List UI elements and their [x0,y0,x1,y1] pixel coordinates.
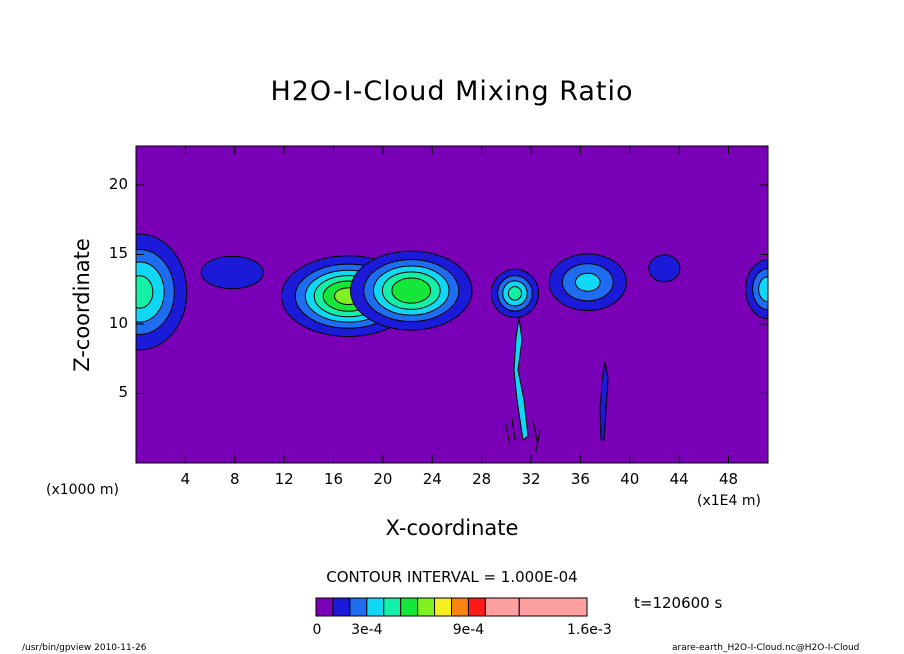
x-tick-label: 20 [373,470,393,488]
x-tick-label: 44 [669,470,689,488]
colorbar-segment [451,597,469,617]
colorbar-label: 3e-4 [351,622,383,638]
colorbar-segment [332,597,351,617]
colorbar-segment [349,597,368,617]
x-axis-ticks [184,146,729,463]
y-unit-note: (x1000 m) [46,482,119,498]
colorbar-segment [518,597,588,617]
x-tick-label: 48 [718,470,739,488]
x-axis-label: X-coordinate [385,516,519,540]
footer-right: arare-earth_H2O-I-Cloud.nc@H2O-I-Cloud [672,643,860,653]
plot-frame [135,145,769,464]
x-tick-label: 40 [620,470,640,488]
contour-cell-5-level-3 [574,272,601,292]
footer-left: /usr/bin/gpview 2010-11-26 [22,643,147,653]
colorbar-segment [417,597,436,617]
colorbar-segment [484,597,520,617]
colorbar-label: 9e-4 [452,622,485,638]
x-tick-label: 24 [422,470,442,488]
chart-title: H2O-I-Cloud Mixing Ratio [270,76,634,107]
colorbar [315,597,588,617]
contour-cell-4-level-4 [507,286,523,301]
colorbar-segment [400,597,419,617]
x-tick-label: 36 [570,470,590,488]
contour-cell-1-level-1 [200,255,264,290]
colorbar-segment [467,597,486,617]
y-tick-label: 10 [108,313,128,332]
streak-left [513,317,529,441]
colorbar-label: 1.6e-3 [567,622,612,638]
colorbar-segment [383,597,402,617]
x-tick-label: 28 [472,470,492,488]
colorbar-segment [366,597,385,617]
colorbar-label: 0 [312,622,322,638]
colorbar-segment [315,597,334,617]
contour-cell-0-level-4 [136,275,154,309]
x-tick-label: 12 [274,470,294,488]
y-tick-label: 15 [108,244,128,263]
y-axis-ticks [136,184,768,394]
contour-fills [136,233,768,351]
x-tick-label: 8 [229,470,240,488]
convective-streaks [505,317,609,453]
x-tick-label: 32 [521,470,541,488]
colorbar-segment [434,597,452,617]
contour-cell-3-level-5 [391,277,432,304]
x-tick-label: 4 [180,470,191,488]
x-tick-label: 16 [323,470,344,488]
streak-right [599,361,609,441]
streak-debris-1 [505,417,541,453]
contour-cell-6-level-1 [648,254,681,283]
time-label: t=120600 s [634,594,723,612]
y-tick-label: 5 [118,383,128,402]
x-unit-note: (x1E4 m) [697,493,761,509]
y-tick-label: 20 [108,174,128,193]
contour-interval-label: CONTOUR INTERVAL = 1.000E-04 [326,568,578,586]
